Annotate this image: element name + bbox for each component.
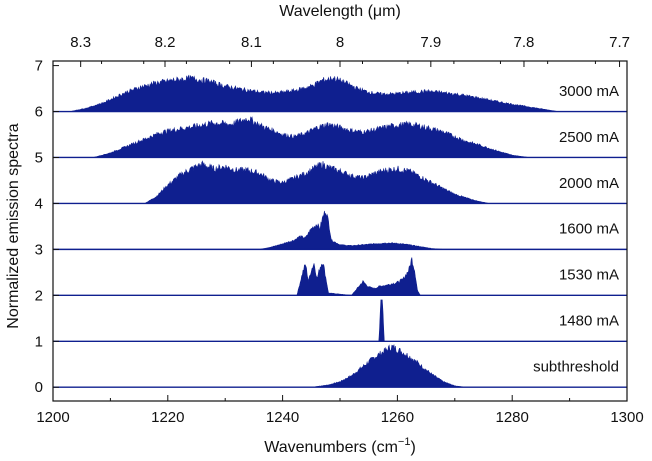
y-tick-label-5: 5 <box>35 149 43 166</box>
spectrum-area-1 <box>53 299 627 342</box>
x-axis-title-main: Wavenumbers (cm <box>264 439 398 456</box>
axes-layer: 1200 1220 1240 1260 1280 1300 0 1 2 3 4 5 6 7 8.3 8.2 8.… <box>35 34 644 426</box>
x2-tick-label-6: 7.7 <box>609 34 630 51</box>
x-tick-label-3: 1260 <box>381 409 414 426</box>
top-axis-title: Wavelength (μm) <box>279 3 401 20</box>
x-tick-label-4: 1280 <box>496 409 529 426</box>
y-tick-label-1: 1 <box>35 333 43 350</box>
x2-tick-label-2: 8.1 <box>241 34 262 51</box>
y-tick-label-6: 6 <box>35 104 43 121</box>
x2-tick-label-5: 7.8 <box>514 34 535 51</box>
y-tick-label-7: 7 <box>35 58 43 75</box>
series-label-0: subthreshold <box>533 359 619 376</box>
x-axis-title-end: ) <box>410 439 415 456</box>
spectrum-area-3 <box>53 210 627 250</box>
labels-layer: subthreshold 1480 mA 1530 mA 1600 mA 2000 mA… <box>533 83 619 376</box>
y-tick-label-3: 3 <box>35 241 43 258</box>
spectrum-area-5 <box>53 116 627 158</box>
series-label-4: 2000 mA <box>559 175 619 192</box>
x-tick-label-2: 1240 <box>266 409 299 426</box>
series-label-3: 1600 mA <box>559 221 619 238</box>
y-tick-label-4: 4 <box>35 195 43 212</box>
y-axis-title: Normalized emission spectra <box>5 123 22 329</box>
spectrum-area-6 <box>53 74 627 112</box>
series-label-1: 1480 mA <box>559 313 619 330</box>
series-label-5: 2500 mA <box>559 129 619 146</box>
x2-tick-label-3: 8 <box>336 34 344 51</box>
spectrum-area-2 <box>53 257 627 296</box>
x-tick-label-0: 1200 <box>36 409 69 426</box>
series-label-6: 3000 mA <box>559 83 619 100</box>
x-tick-label-5: 1300 <box>610 409 643 426</box>
spectrum-area-4 <box>53 160 627 204</box>
series-layer <box>53 74 627 388</box>
y-tick-label-0: 0 <box>35 379 43 396</box>
x2-tick-label-1: 8.2 <box>155 34 176 51</box>
x-tick-label-1: 1220 <box>151 409 184 426</box>
series-label-2: 1530 mA <box>559 267 619 284</box>
x2-tick-label-4: 7.9 <box>420 34 441 51</box>
x-axis-title-sup: −1 <box>398 436 411 448</box>
x-axis-title: Wavenumbers (cm−1) <box>264 436 416 456</box>
x2-tick-label-0: 8.3 <box>70 34 91 51</box>
y-tick-label-2: 2 <box>35 287 43 304</box>
